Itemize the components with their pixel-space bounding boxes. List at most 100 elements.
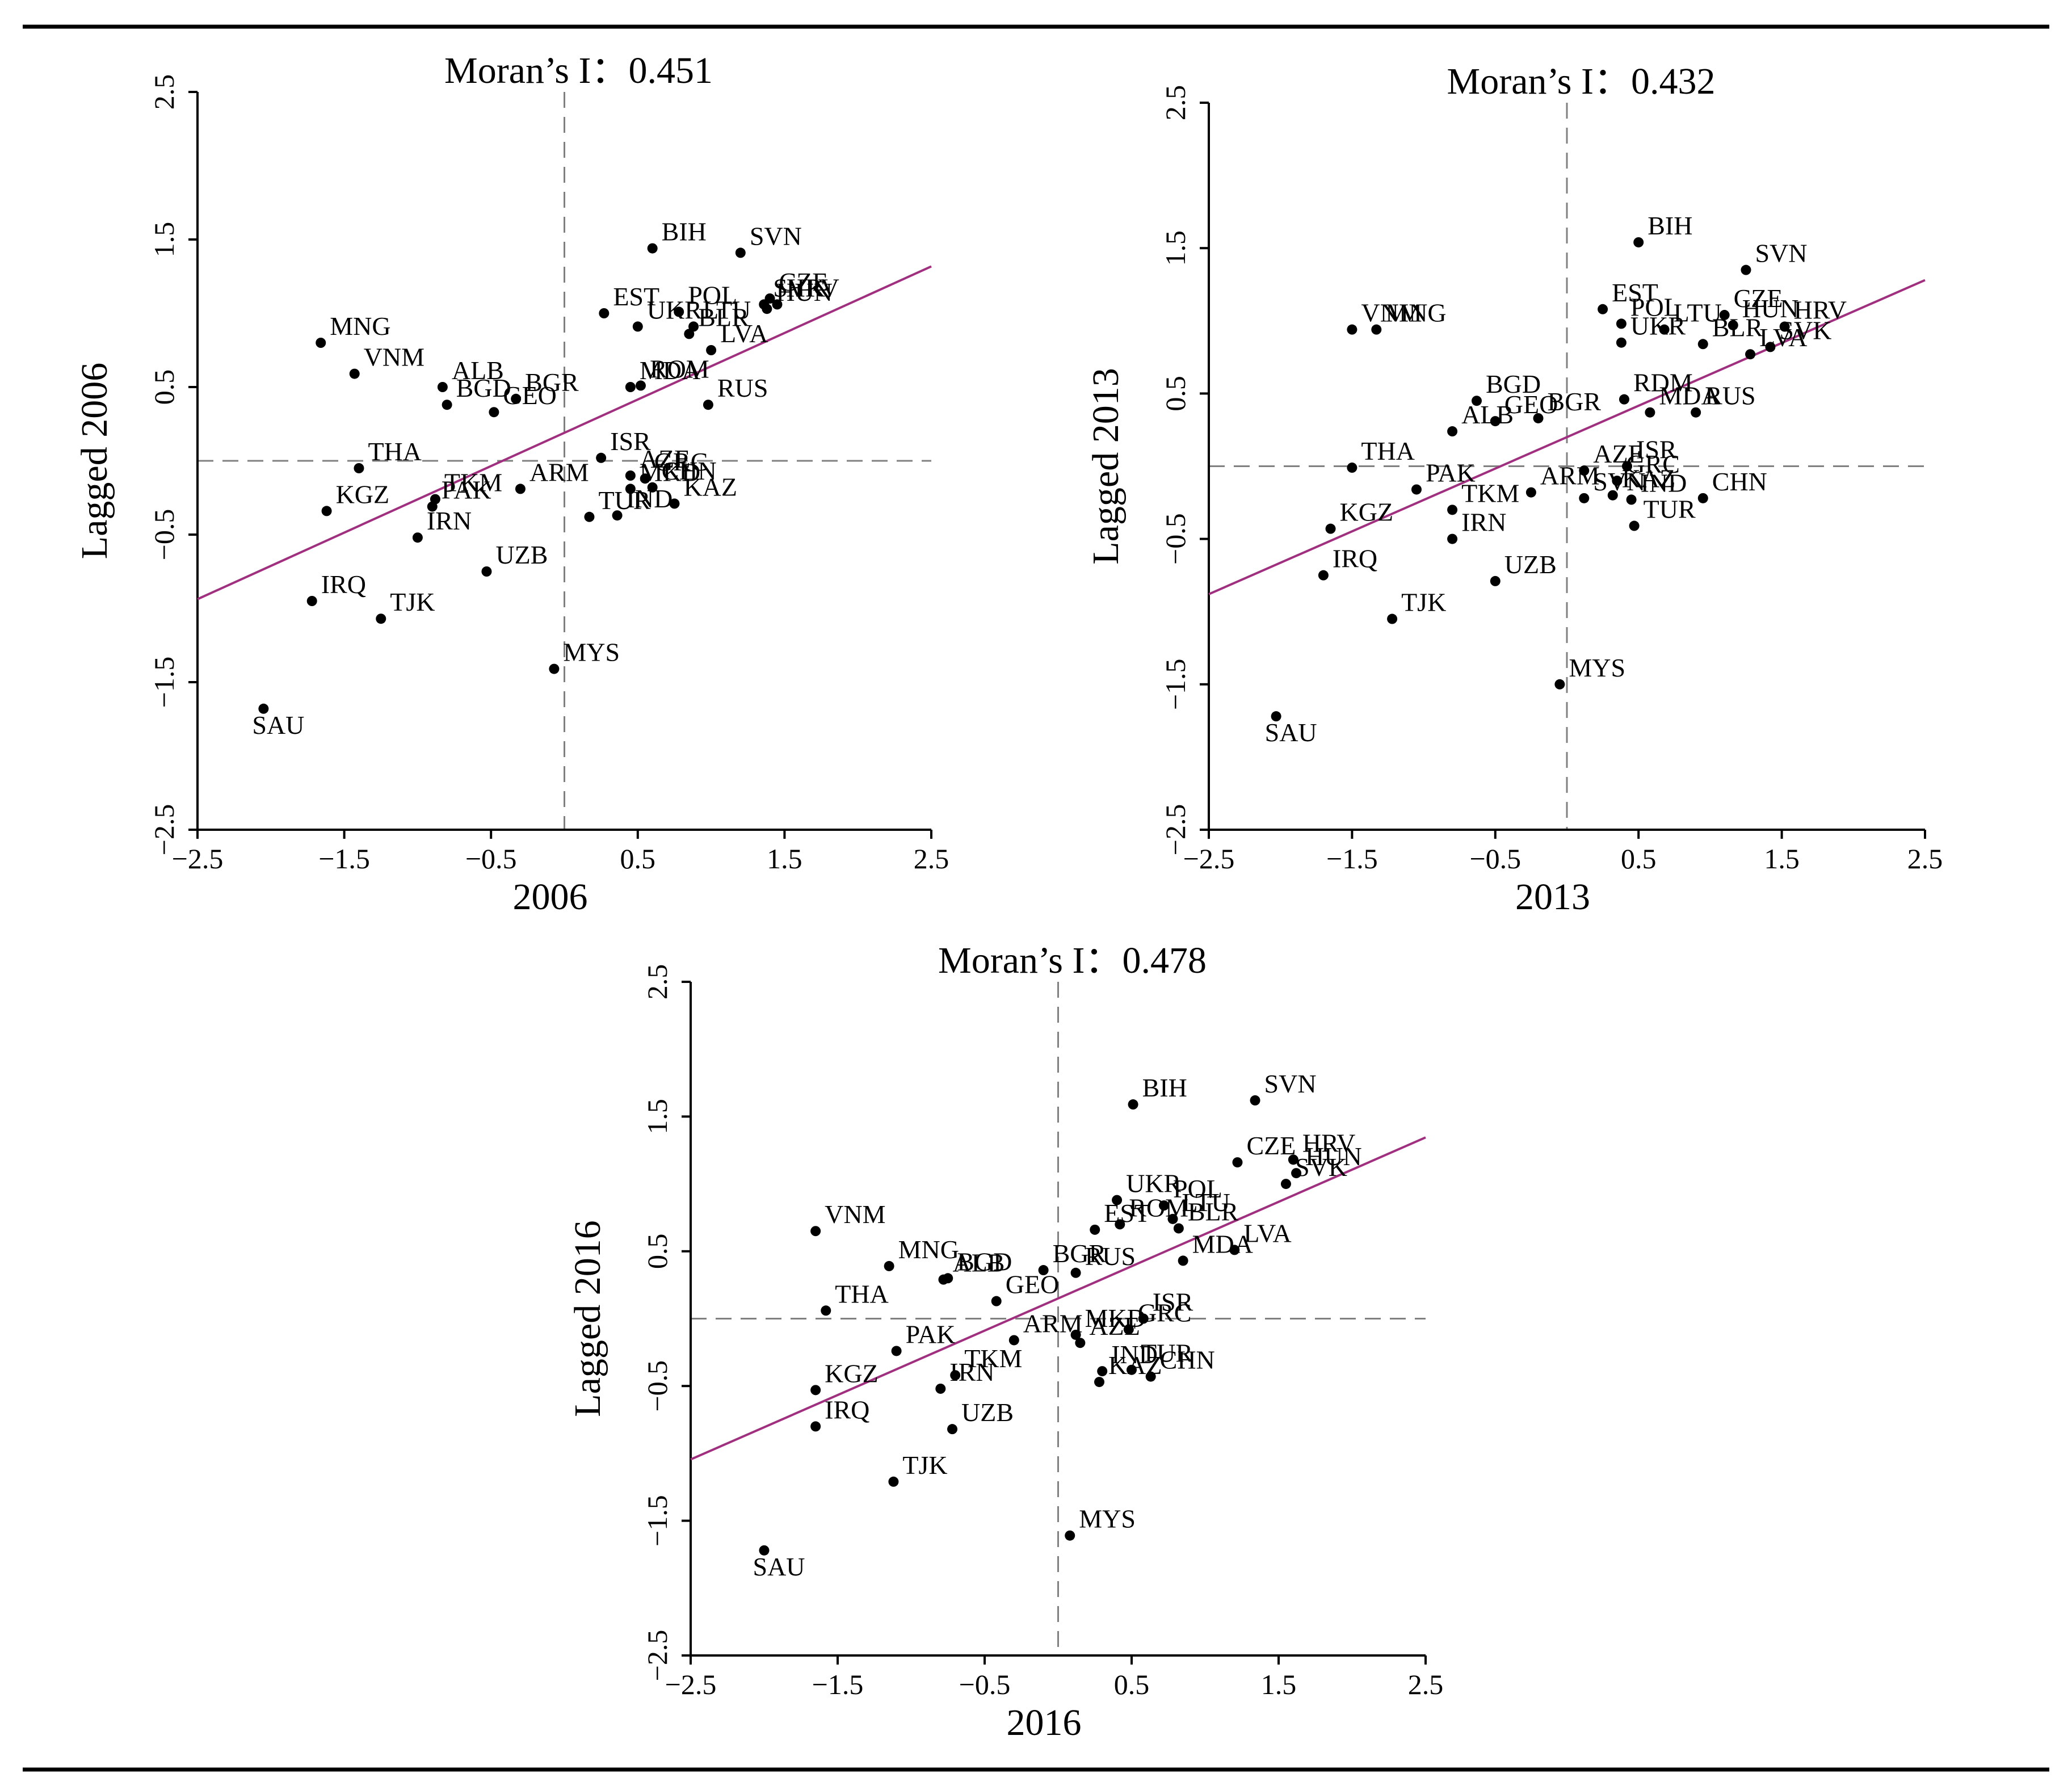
point-label: AZE bbox=[640, 444, 690, 473]
point-label: SVN bbox=[1755, 239, 1808, 268]
point-label: HUN bbox=[1742, 294, 1799, 323]
data-point bbox=[427, 501, 438, 512]
data-point bbox=[884, 1260, 894, 1271]
point-label: TJK bbox=[902, 1451, 947, 1480]
point-label: IRQ bbox=[825, 1395, 869, 1424]
data-point bbox=[625, 470, 636, 481]
data-point bbox=[647, 482, 658, 493]
x-tick-label: −1.5 bbox=[318, 843, 370, 875]
data-point bbox=[596, 452, 607, 463]
data-point bbox=[1745, 349, 1756, 360]
point-label: POL bbox=[1173, 1174, 1222, 1203]
data-point bbox=[1229, 1245, 1240, 1255]
data-point bbox=[306, 596, 317, 606]
point-label: ARM bbox=[1540, 461, 1600, 490]
data-point bbox=[354, 463, 364, 473]
x-tick-label: 0.5 bbox=[1621, 843, 1657, 875]
data-point bbox=[991, 1296, 1002, 1306]
point-label: PAK bbox=[906, 1319, 956, 1348]
x-tick-label: −2.5 bbox=[172, 843, 224, 875]
point-label: MKD bbox=[1085, 1304, 1146, 1333]
point-label: BLR bbox=[1188, 1197, 1239, 1226]
data-point bbox=[625, 382, 636, 392]
point-label: HRV bbox=[786, 273, 839, 302]
x-axis-label: 2013 bbox=[1515, 876, 1590, 918]
point-label: GEO bbox=[503, 381, 557, 410]
point-label: MYS bbox=[1569, 653, 1625, 682]
data-point bbox=[258, 703, 269, 714]
x-tick-label: 0.5 bbox=[1114, 1669, 1150, 1700]
data-point bbox=[1158, 1200, 1169, 1211]
data-point bbox=[632, 321, 643, 332]
data-point bbox=[1250, 1095, 1260, 1106]
point-label: CHN bbox=[662, 456, 717, 485]
data-point bbox=[1271, 711, 1281, 722]
y-tick-label: −2.5 bbox=[1159, 804, 1191, 856]
y-axis-label: Lagged 2016 bbox=[567, 1220, 608, 1417]
y-axis-label: Lagged 2006 bbox=[74, 363, 115, 559]
point-label: THA bbox=[368, 437, 422, 466]
point-label: THA bbox=[835, 1279, 889, 1308]
data-point bbox=[376, 613, 386, 624]
data-point bbox=[412, 532, 423, 543]
y-tick-label: −0.5 bbox=[641, 1360, 673, 1412]
point-label: UKR bbox=[1630, 312, 1686, 341]
point-label: POL bbox=[1630, 292, 1680, 321]
data-point bbox=[1232, 1157, 1243, 1168]
y-axis-label: Lagged 2013 bbox=[1085, 368, 1127, 564]
point-label: BIH bbox=[662, 217, 707, 246]
x-tick-label: −1.5 bbox=[812, 1669, 864, 1700]
data-point bbox=[1123, 1324, 1134, 1335]
data-point bbox=[1490, 416, 1501, 427]
chart-title: Moran’s I：0.451 bbox=[444, 50, 713, 91]
point-label: EST bbox=[613, 282, 659, 311]
data-point bbox=[1387, 613, 1398, 624]
data-point bbox=[938, 1274, 949, 1285]
data-point bbox=[772, 299, 783, 310]
data-point bbox=[1691, 407, 1701, 418]
x-axis-label: 2006 bbox=[513, 876, 588, 918]
data-point bbox=[1616, 318, 1627, 329]
x-tick-label: −0.5 bbox=[1469, 843, 1521, 875]
point-label: TUR bbox=[1644, 495, 1696, 524]
data-point bbox=[810, 1421, 821, 1432]
point-label: SAU bbox=[753, 1552, 805, 1581]
point-label: IRN bbox=[427, 506, 472, 535]
data-point bbox=[1138, 1313, 1149, 1324]
point-label: SVN bbox=[1264, 1069, 1317, 1098]
point-label: KAZ bbox=[683, 472, 737, 501]
point-label: PAK bbox=[1426, 458, 1476, 487]
point-label: IND bbox=[627, 484, 673, 513]
point-label: TKM bbox=[1461, 478, 1519, 507]
point-label: BGR bbox=[1548, 387, 1602, 416]
point-label: BGD bbox=[1486, 369, 1541, 398]
point-label: CZE bbox=[1246, 1131, 1296, 1160]
point-label: MDA bbox=[640, 356, 700, 385]
point-label: VNM bbox=[1361, 299, 1422, 327]
data-point bbox=[735, 247, 746, 258]
y-tick-label: 0.5 bbox=[1159, 376, 1191, 411]
data-point bbox=[625, 484, 636, 494]
data-point bbox=[1697, 493, 1708, 503]
point-label: THA bbox=[1361, 436, 1415, 465]
point-label: MDA bbox=[1192, 1229, 1253, 1258]
point-label: BGR bbox=[525, 368, 579, 397]
data-point bbox=[1178, 1255, 1188, 1266]
scatter-panel-2016: −2.5 −1.5 −0.5 0.5 1.5 2.5 −2.5 −1.5 −0.5 0.5 1.5 2… bbox=[567, 940, 1443, 1743]
point-label: LTU bbox=[1182, 1188, 1230, 1217]
data-point bbox=[1094, 1377, 1105, 1388]
point-label: GRC bbox=[1626, 449, 1680, 478]
point-label: IND bbox=[1111, 1340, 1158, 1369]
scatter-panel-2013: −2.5 −1.5 −0.5 0.5 1.5 2.5 −2.5 −1.5 −0.5 0.5 1.5 2… bbox=[1085, 61, 1943, 918]
point-label: UKR bbox=[647, 295, 702, 324]
point-label: MNG bbox=[1385, 299, 1446, 327]
data-point bbox=[703, 400, 713, 410]
point-label: BIH bbox=[1142, 1073, 1187, 1102]
point-label: CHN bbox=[1712, 467, 1767, 496]
data-point bbox=[1447, 505, 1458, 515]
data-point bbox=[1612, 476, 1623, 486]
point-label: BGD bbox=[957, 1247, 1012, 1276]
point-label: LVA bbox=[1243, 1218, 1291, 1247]
data-point bbox=[321, 506, 332, 516]
data-point bbox=[1471, 396, 1482, 406]
